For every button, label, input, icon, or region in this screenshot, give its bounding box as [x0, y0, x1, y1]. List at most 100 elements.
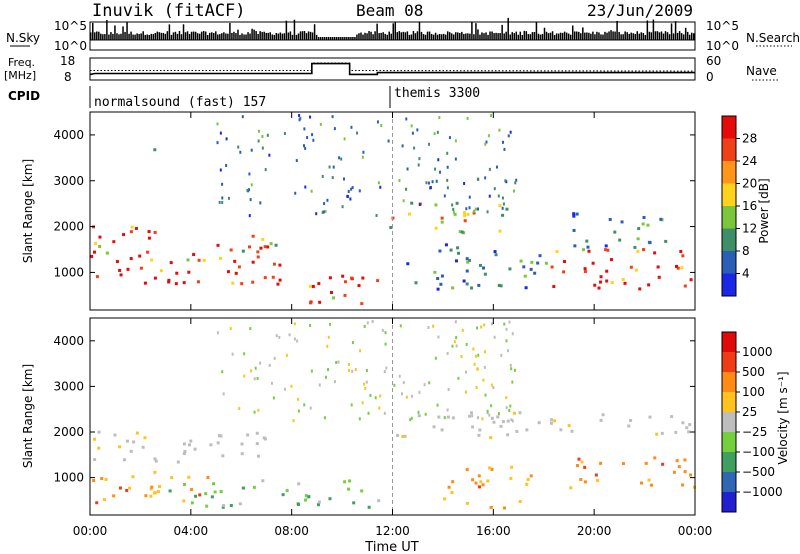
nsky-bar — [142, 31, 144, 40]
echo-cell — [135, 431, 139, 435]
echo-cell — [466, 212, 470, 216]
echo-cell — [465, 269, 469, 273]
nsky-bar — [166, 31, 169, 40]
echo-cell — [481, 483, 485, 487]
nsky-bar — [374, 31, 376, 40]
nsky-bar — [450, 33, 453, 40]
nsky-bar — [164, 33, 167, 40]
nsky-bar — [245, 34, 247, 40]
nsky-bar — [420, 31, 423, 40]
echo-cell — [485, 140, 488, 144]
echo-cell — [685, 426, 689, 430]
nsky-bar — [190, 31, 193, 40]
colorbar-tick-label: −100 — [742, 445, 775, 459]
nsky-bar — [168, 24, 171, 40]
echo-cell — [149, 487, 153, 491]
echo-cell — [293, 322, 296, 326]
echo-cell — [343, 137, 346, 141]
echo-cell — [648, 415, 652, 419]
nsky-bar — [580, 33, 582, 40]
nsky-bar — [213, 33, 215, 40]
echo-cell — [326, 198, 329, 202]
nsky-bar — [376, 23, 378, 40]
echo-cell — [125, 439, 129, 443]
echo-cell — [683, 458, 687, 462]
nsky-bar — [295, 34, 298, 40]
echo-cell — [329, 291, 333, 295]
nsky-bar — [461, 31, 463, 40]
echo-cell — [424, 412, 427, 416]
echo-cell — [657, 275, 661, 279]
echo-cell — [477, 283, 481, 287]
echo-cell — [466, 260, 470, 264]
colorbar-swatch — [722, 412, 736, 432]
echo-cell — [337, 360, 340, 364]
echo-cell — [118, 268, 122, 272]
echo-cell — [303, 498, 307, 502]
echo-cell — [433, 270, 437, 274]
echo-cell — [257, 139, 260, 143]
echo-cell — [511, 380, 514, 384]
echo-cell — [468, 206, 471, 210]
nsky-bar — [124, 31, 126, 40]
nsky-bar — [400, 32, 403, 40]
echo-cell — [221, 505, 225, 509]
echo-cell — [285, 353, 288, 357]
colorbar-swatch — [722, 161, 736, 184]
echo-cell — [249, 198, 252, 202]
echo-cell — [483, 350, 486, 354]
echo-cell — [261, 237, 265, 241]
echo-cell — [580, 460, 584, 464]
nsky-bar — [156, 31, 159, 40]
echo-cell — [210, 495, 214, 499]
nsky-bar — [596, 31, 598, 40]
echo-cell — [585, 239, 589, 243]
echo-cell — [340, 157, 343, 161]
echo-cell — [644, 461, 648, 465]
nsky-bar — [517, 34, 520, 40]
nsky-bar — [398, 31, 401, 40]
echo-cell — [118, 486, 122, 490]
echo-cell — [438, 116, 441, 120]
x-tick-label: 08:00 — [274, 524, 309, 538]
echo-cell — [641, 222, 645, 226]
echo-cell — [119, 273, 123, 277]
echo-cell — [482, 378, 485, 382]
echo-cell — [596, 479, 600, 483]
nsky-bar — [368, 31, 370, 40]
echo-cell — [318, 300, 322, 304]
x-tick-label: 12:00 — [375, 524, 410, 538]
nsky-bar — [565, 32, 568, 40]
nsky-bar — [200, 31, 203, 40]
echo-cell — [529, 474, 533, 478]
echo-cell — [256, 454, 260, 458]
nsky-bar — [642, 33, 645, 40]
echo-cell — [572, 212, 576, 216]
echo-cell — [562, 270, 566, 274]
nsky-bar — [297, 33, 300, 40]
echo-cell — [238, 407, 241, 411]
echo-cell — [683, 284, 687, 288]
echo-cell — [423, 383, 426, 387]
echo-cell — [328, 276, 332, 280]
echo-cell — [405, 187, 408, 191]
echo-cell — [410, 124, 413, 128]
nsky-bar — [194, 31, 197, 40]
nsky-bar — [332, 37, 334, 40]
echo-cell — [309, 406, 312, 410]
echo-cell — [253, 410, 256, 414]
echo-cell — [495, 165, 498, 169]
nsky-bar — [206, 34, 209, 40]
time-x-axis: 00:00 04:00 08:00 12:00 16:00 20:00 00:00 — [73, 112, 712, 538]
echo-cell — [219, 256, 223, 260]
echo-cell — [489, 436, 493, 440]
echo-cell — [659, 217, 663, 221]
echo-cell — [460, 355, 463, 359]
echo-cell — [97, 446, 101, 450]
echo-cell — [446, 151, 449, 155]
nsky-bar — [263, 31, 265, 40]
echo-cell — [251, 234, 255, 238]
echo-cell — [357, 284, 361, 288]
echo-cell — [642, 216, 646, 220]
nsky-bar — [360, 32, 362, 40]
